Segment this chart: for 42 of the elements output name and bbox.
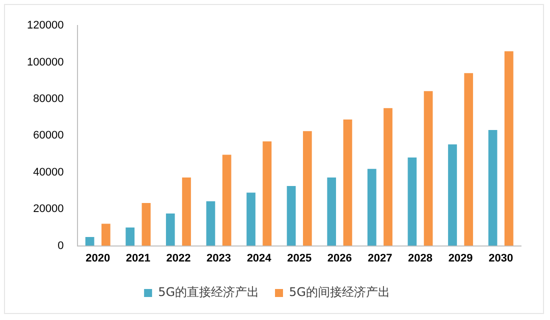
legend-label: 5G的直接经济产出	[158, 285, 260, 300]
bar	[448, 144, 457, 246]
bar	[367, 168, 376, 246]
x-tick-label: 2029	[448, 252, 473, 264]
bar	[343, 120, 352, 246]
bar	[286, 186, 296, 246]
bar	[166, 214, 175, 246]
bar	[246, 192, 256, 246]
y-tick-label: 120000	[26, 20, 64, 32]
bar	[327, 178, 336, 246]
x-tick-label: 2030	[488, 252, 514, 264]
x-tick-label: 2025	[287, 252, 312, 264]
bar	[424, 91, 433, 246]
bar	[464, 73, 474, 246]
y-tick-label: 100000	[26, 56, 64, 68]
x-tick-label: 2022	[166, 252, 191, 264]
x-tick-label: 2028	[408, 252, 432, 264]
bar	[222, 154, 232, 246]
bar	[488, 130, 498, 246]
x-tick-label: 2027	[368, 252, 392, 264]
x-tick-label: 2020	[86, 252, 110, 264]
y-tick-label: 0	[58, 240, 64, 252]
bar	[142, 203, 151, 246]
bar	[182, 178, 191, 246]
x-tick-label: 2023	[206, 252, 231, 264]
y-tick-label: 60000	[33, 130, 64, 142]
bar	[504, 51, 514, 246]
bar	[101, 224, 110, 246]
bar	[206, 201, 216, 246]
y-tick-label: 40000	[33, 166, 64, 178]
bar	[384, 108, 392, 246]
y-tick-label: 20000	[33, 203, 64, 216]
x-tick-label: 2024	[246, 252, 272, 264]
bar	[85, 236, 94, 246]
x-tick-label: 2021	[126, 252, 150, 264]
legend-label: 5G的间接经济产出	[289, 285, 390, 300]
bar	[302, 131, 312, 246]
y-tick-label: 80000	[33, 93, 64, 106]
bar	[408, 158, 417, 246]
bar	[126, 227, 135, 246]
bar	[262, 141, 272, 246]
x-tick-label: 2026	[327, 252, 352, 264]
